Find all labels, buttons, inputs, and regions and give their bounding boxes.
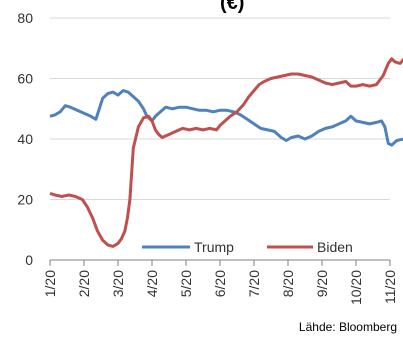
chart-title: (€) xyxy=(220,0,245,14)
y-tick-label: 40 xyxy=(17,131,33,147)
x-tick-label: 3/20 xyxy=(110,270,126,297)
y-tick-label: 0 xyxy=(25,252,33,268)
x-tick-label: 8/20 xyxy=(280,270,296,297)
y-tick-label: 20 xyxy=(17,192,33,208)
x-tick-label: 11/20 xyxy=(382,270,398,304)
x-tick-label: 10/20 xyxy=(348,270,364,305)
x-tick-label: 5/20 xyxy=(178,270,194,297)
x-tick-label: 7/20 xyxy=(246,270,262,297)
x-tick-label: 2/20 xyxy=(76,270,92,297)
legend-label-biden: Biden xyxy=(317,239,353,255)
series-line-biden xyxy=(49,57,403,248)
y-tick-label: 80 xyxy=(17,10,33,26)
legend-label-trump: Trump xyxy=(194,239,234,255)
x-tick-label: 4/20 xyxy=(144,270,160,297)
source-note: Lähde: Bloomberg xyxy=(298,320,397,334)
series-line-trump xyxy=(49,89,403,147)
x-tick-label: 6/20 xyxy=(212,270,228,297)
x-tick-label: 1/20 xyxy=(42,270,58,297)
y-tick-label: 60 xyxy=(17,71,33,87)
x-tick-label: 9/20 xyxy=(314,270,330,297)
